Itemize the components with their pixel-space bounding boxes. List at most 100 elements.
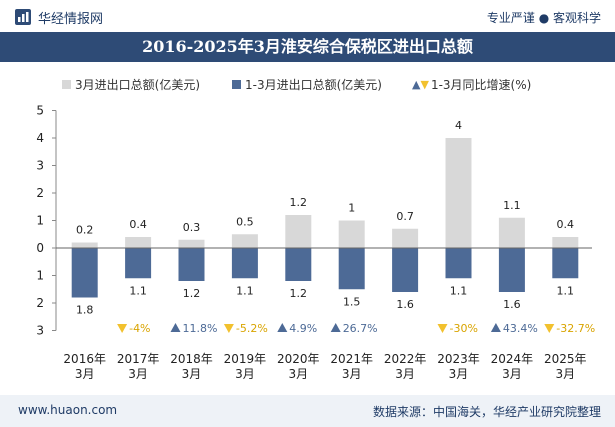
growth-up-marker <box>330 323 341 332</box>
growth-down-marker <box>117 324 128 333</box>
x-tick-label: 2018年 3月 <box>170 352 213 381</box>
y-tick-label: 5 <box>36 104 44 118</box>
bar-cumulative <box>392 248 419 292</box>
top-bar: 华经情报网 专业严谨 ● 客观科学 <box>0 0 615 32</box>
growth-label: 26.7% <box>343 322 378 335</box>
x-tick-label-line: 3月 <box>288 367 308 381</box>
bar-cumulative <box>552 248 579 279</box>
data-label-march: 0.3 <box>183 221 201 234</box>
bar-march <box>445 138 472 248</box>
brand-name: 华经情报网 <box>38 12 104 27</box>
growth-up-marker <box>277 323 288 332</box>
footer: www.huaon.com 数据来源：中国海关，华经产业研究院整理 <box>0 395 615 427</box>
x-tick-label-line: 3月 <box>75 367 95 381</box>
growth-down-marker <box>437 324 448 333</box>
data-label-cumulative: 1.1 <box>557 284 575 297</box>
growth-label: -4% <box>129 322 150 335</box>
x-tick-label: 2017年 3月 <box>117 352 160 381</box>
x-tick-label-line: 2023年 <box>437 352 480 366</box>
growth-label: 11.8% <box>183 322 218 335</box>
data-label-cumulative: 1.1 <box>450 284 468 297</box>
growth-up-marker <box>170 323 181 332</box>
x-tick-label-line: 2021年 <box>330 352 373 366</box>
growth-down-marker <box>223 324 234 333</box>
x-tick-label-line: 2024年 <box>491 352 534 366</box>
x-tick-label: 2021年 3月 <box>330 352 373 381</box>
legend-label-cumulative: 1-3月进出口总额(亿美元) <box>245 78 382 92</box>
data-label-march: 1 <box>348 202 355 215</box>
y-tick-label: 0 <box>36 241 44 255</box>
x-tick-label-line: 3月 <box>182 367 202 381</box>
y-tick-label: 2 <box>36 186 44 200</box>
up-triangle-icon: ▲ <box>412 77 421 91</box>
bar-march <box>231 234 258 248</box>
x-tick-label-line: 2022年 <box>384 352 427 366</box>
x-tick-label-line: 3月 <box>235 367 255 381</box>
bar-march <box>178 239 205 248</box>
bar-cumulative <box>285 248 312 281</box>
legend-item-march: 3月进出口总额(亿美元) <box>62 76 200 93</box>
bar-march <box>285 215 312 248</box>
footer-website: www.huaon.com <box>18 403 118 417</box>
x-tick-label: 2016年 3月 <box>63 352 106 381</box>
bar-march <box>552 237 579 248</box>
bar-cumulative <box>231 248 258 279</box>
bar-march <box>338 220 365 248</box>
growth-label: 43.4% <box>503 322 538 335</box>
x-tick-label-line: 3月 <box>342 367 362 381</box>
growth-down-marker <box>544 324 555 333</box>
data-label-march: 0.7 <box>396 210 414 223</box>
y-tick-label: 1 <box>36 269 44 283</box>
data-label-cumulative: 1.1 <box>129 284 147 297</box>
x-tick-label-line: 2016年 <box>63 352 106 366</box>
bar-cumulative <box>178 248 205 281</box>
data-label-march: 0.5 <box>236 215 254 228</box>
bar-cumulative <box>445 248 472 279</box>
x-tick-label: 2024年 3月 <box>491 352 534 381</box>
growth-label: -30% <box>450 322 478 335</box>
x-tick-label: 2019年 3月 <box>224 352 267 381</box>
data-label-march: 1.2 <box>290 196 308 209</box>
data-label-cumulative: 1.5 <box>343 295 361 308</box>
legend-label-growth: 1-3月同比增速(%) <box>430 78 532 92</box>
chart-title: 2016-2025年3月淮安综合保税区进出口总额 <box>0 32 615 62</box>
bar-cumulative <box>338 248 365 290</box>
y-tick-label: 2 <box>36 296 44 310</box>
bar-march <box>498 217 525 248</box>
footer-source: 数据来源：中国海关，华经产业研究院整理 <box>372 405 601 419</box>
growth-label: -5.2% <box>236 322 268 335</box>
x-tick-label-line: 2019年 <box>224 352 267 366</box>
y-tick-label: 4 <box>36 131 44 145</box>
down-triangle-icon: ▼ <box>420 77 429 91</box>
x-tick-label: 2022年 3月 <box>384 352 427 381</box>
growth-label: -32.7% <box>556 322 595 335</box>
x-tick-label-line: 2017年 <box>117 352 160 366</box>
logo-icon <box>15 9 31 25</box>
y-tick-label: 3 <box>36 159 44 173</box>
data-label-cumulative: 1.6 <box>396 298 414 311</box>
legend-swatch-march <box>62 80 71 89</box>
data-label-cumulative: 1.2 <box>183 287 201 300</box>
bar-cumulative <box>125 248 152 279</box>
bar-cumulative <box>498 248 525 292</box>
legend-item-growth: ▲ ▼ 1-3月同比增速(%) <box>412 76 531 93</box>
x-tick-label-line: 3月 <box>395 367 415 381</box>
y-tick-label: 3 <box>36 324 44 338</box>
x-tick-label-line: 2018年 <box>170 352 213 366</box>
legend-swatch-cumulative <box>232 80 241 89</box>
data-label-cumulative: 1.8 <box>76 304 94 317</box>
y-tick-label: 1 <box>36 214 44 228</box>
x-tick-label-line: 3月 <box>502 367 522 381</box>
data-label-march: 1.1 <box>503 199 521 212</box>
slogan: 专业严谨 ● 客观科学 <box>486 11 601 25</box>
legend: 3月进出口总额(亿美元) 1-3月进出口总额(亿美元) ▲ ▼ 1-3月同比增速… <box>0 76 615 92</box>
data-label-cumulative: 1.6 <box>503 298 521 311</box>
bar-cumulative <box>71 248 98 298</box>
growth-label: 4.9% <box>289 322 317 335</box>
data-label-march: 0.2 <box>76 224 94 237</box>
x-tick-label-line: 2020年 <box>277 352 320 366</box>
x-tick-label: 2023年 3月 <box>437 352 480 381</box>
x-tick-label-line: 3月 <box>555 367 575 381</box>
legend-item-cumulative: 1-3月进出口总额(亿美元) <box>232 76 382 93</box>
